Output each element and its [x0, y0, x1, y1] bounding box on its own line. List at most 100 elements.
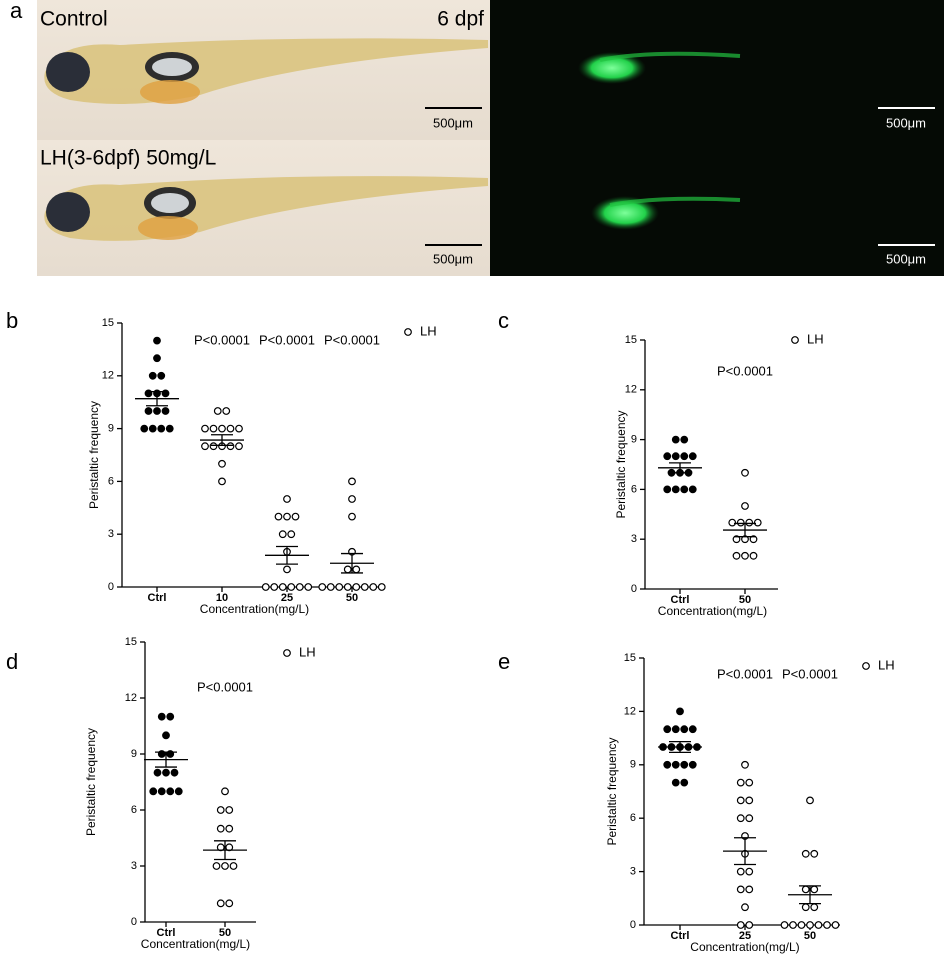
- larva: [44, 176, 489, 241]
- data-point: [318, 583, 327, 591]
- data-point: [680, 435, 689, 444]
- panel-label: e: [498, 649, 510, 674]
- data-point: [671, 485, 680, 494]
- data-point: [235, 442, 243, 451]
- data-point: [225, 899, 234, 908]
- y-tick-label: 15: [625, 334, 637, 346]
- data-point: [663, 760, 672, 769]
- fluorescence-photo: [490, 0, 944, 140]
- fluorescent-gut: [591, 196, 659, 230]
- data-point: [270, 583, 279, 591]
- data-point: [218, 477, 226, 486]
- y-tick-label: 0: [131, 916, 137, 928]
- data-point: [801, 903, 810, 912]
- data-point: [283, 495, 291, 503]
- data-point: [688, 725, 697, 734]
- data-point: [213, 407, 222, 415]
- fluorescent-gut: [599, 51, 741, 62]
- x-axis-label: Concentration(mg/L): [658, 604, 767, 618]
- data-point: [663, 725, 672, 734]
- data-point: [831, 921, 840, 929]
- data-point: [278, 583, 287, 591]
- x-tick-label: 50: [346, 592, 358, 604]
- data-point: [216, 824, 225, 833]
- panel-label: b: [6, 308, 18, 333]
- sem-bar: [669, 462, 691, 474]
- data-point: [170, 768, 179, 777]
- legend-label: LH: [420, 323, 437, 338]
- data-point: [663, 452, 672, 461]
- data-point: [287, 530, 296, 539]
- scale-label: 500μm: [886, 115, 926, 130]
- data-point: [745, 885, 754, 894]
- y-tick-label: 9: [630, 759, 636, 771]
- y-tick-label: 12: [125, 692, 137, 704]
- data-point: [221, 862, 229, 870]
- data-point: [753, 518, 762, 527]
- condition-label: Control: [40, 8, 108, 31]
- data-point: [209, 442, 218, 451]
- data-point: [806, 796, 814, 805]
- data-point: [745, 814, 754, 823]
- y-axis-label: Peristaltic frequency: [605, 737, 619, 845]
- data-point: [148, 424, 157, 433]
- data-point: [789, 921, 797, 929]
- y-tick-label: 6: [631, 483, 637, 495]
- y-tick-label: 3: [631, 533, 637, 545]
- data-point: [326, 583, 335, 591]
- data-point: [166, 712, 175, 721]
- data-point: [728, 518, 737, 527]
- panel-label: a: [10, 0, 23, 23]
- data-point: [663, 485, 672, 494]
- data-point: [226, 424, 235, 433]
- data-point: [218, 424, 226, 433]
- data-point: [352, 583, 361, 591]
- sem-bar: [799, 885, 821, 905]
- data-point: [291, 512, 300, 521]
- data-point: [741, 468, 749, 477]
- data-point: [736, 796, 745, 805]
- sem-bar: [341, 552, 363, 574]
- dot-plot: d 0 3 6 9 12 15 Peristaltic frequency Concentrat…: [6, 636, 316, 951]
- data-point: [688, 485, 697, 494]
- y-tick-label: 15: [102, 317, 114, 329]
- data-point: [343, 583, 352, 591]
- larva: [44, 38, 489, 105]
- sem-bar: [669, 741, 691, 753]
- data-point: [676, 707, 684, 716]
- data-point: [157, 787, 166, 796]
- data-point: [732, 535, 741, 544]
- y-tick-label: 0: [108, 581, 114, 593]
- data-point: [144, 407, 153, 415]
- data-point: [806, 921, 814, 929]
- x-tick-label: 50: [219, 927, 231, 939]
- data-point: [732, 551, 741, 560]
- x-tick-label: Ctrl: [671, 930, 690, 942]
- y-axis-label: Peristaltic frequency: [84, 728, 98, 836]
- data-point: [212, 862, 221, 870]
- data-point: [153, 336, 161, 345]
- x-tick-label: 10: [216, 592, 228, 604]
- data-point: [222, 407, 231, 415]
- y-axis-label: Peristaltic frequency: [87, 401, 101, 509]
- data-point: [745, 778, 754, 787]
- p-value-annotation: P<0.0001: [782, 666, 838, 681]
- data-point: [348, 477, 356, 486]
- data-point: [216, 899, 225, 908]
- data-point: [671, 452, 680, 461]
- data-point: [221, 787, 229, 796]
- data-point: [671, 725, 680, 734]
- x-axis-label: Concentration(mg/L): [690, 940, 799, 954]
- data-point: [201, 424, 209, 433]
- data-point: [157, 371, 166, 380]
- data-point: [201, 442, 209, 451]
- x-tick-label: Ctrl: [671, 594, 690, 606]
- data-point: [688, 760, 697, 769]
- data-point: [278, 530, 287, 539]
- scale-label: 500μm: [433, 115, 473, 130]
- age-label: 6 dpf: [437, 8, 484, 31]
- x-axis-label: Concentration(mg/L): [200, 602, 309, 616]
- data-point: [225, 824, 234, 833]
- panel-label: d: [6, 649, 18, 674]
